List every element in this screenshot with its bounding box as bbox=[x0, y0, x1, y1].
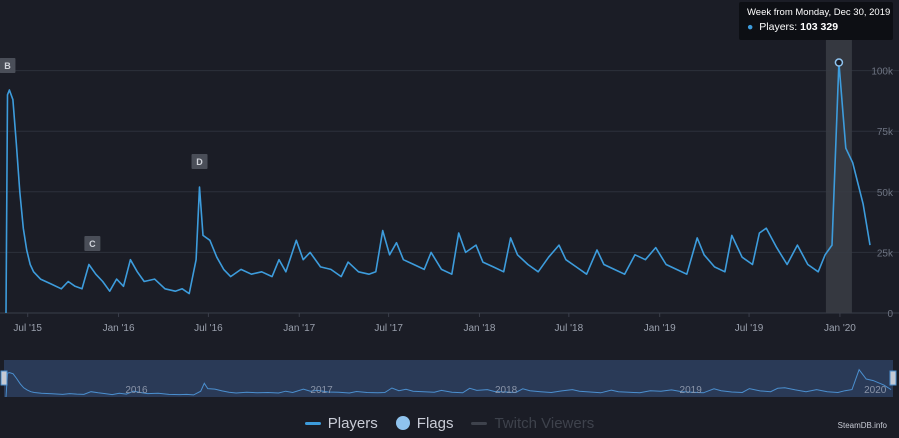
x-tick-label: Jul '17 bbox=[374, 323, 403, 334]
y-tick-label: 100k bbox=[871, 67, 894, 78]
navigator-year-label: 2019 bbox=[680, 385, 703, 396]
y-tick-label: 75k bbox=[877, 127, 894, 138]
flag-label: D bbox=[196, 157, 203, 167]
navigator-year-label: 2020 bbox=[864, 385, 887, 396]
circle-swatch-icon bbox=[395, 416, 410, 430]
legend-item-twitch[interactable]: Twitch Viewers bbox=[471, 415, 594, 432]
navigator-year-labels: 2016 2017 2018 2019 2020 bbox=[125, 385, 886, 396]
tooltip-series-label: Players: bbox=[759, 21, 798, 33]
legend-item-flags[interactable]: Flags bbox=[395, 414, 454, 432]
credit-text: SteamDB.info bbox=[837, 421, 887, 430]
navigator-year-label: 2018 bbox=[495, 385, 518, 396]
series-dot-icon: ● bbox=[747, 21, 754, 33]
range-navigator[interactable]: 2016 2017 2018 2019 2020 bbox=[0, 360, 897, 398]
hover-band bbox=[825, 40, 852, 313]
tooltip-title: Week from Monday, Dec 30, 2019 bbox=[747, 7, 891, 18]
tooltip: Week from Monday, Dec 30, 2019 ● Players… bbox=[739, 2, 893, 40]
x-tick-label: Jan '16 bbox=[103, 323, 135, 334]
x-tick-label: Jul '15 bbox=[13, 323, 42, 334]
tooltip-row: ● Players: 103 329 bbox=[747, 21, 885, 33]
y-tick-label: 50k bbox=[877, 188, 894, 199]
flag-label: C bbox=[89, 239, 96, 249]
flag-box bbox=[191, 154, 208, 169]
y-axis-labels: 0 25k 50k 75k 100k bbox=[871, 67, 894, 320]
flag-box bbox=[0, 58, 16, 73]
hover-point bbox=[834, 58, 844, 67]
x-tick-label: Jan '19 bbox=[644, 323, 676, 334]
legend: Players Flags Twitch Viewers bbox=[0, 411, 899, 435]
legend-label-players: Players bbox=[327, 414, 378, 432]
y-tick-label: 0 bbox=[887, 309, 893, 320]
x-tick-label: Jan '20 bbox=[824, 323, 856, 334]
flag-d: D bbox=[191, 154, 208, 169]
legend-item-players[interactable]: Players bbox=[304, 414, 378, 432]
flag-markers: B C D bbox=[0, 58, 208, 251]
navigator-year-label: 2017 bbox=[310, 385, 333, 396]
navigator-left-handle[interactable] bbox=[0, 370, 8, 386]
y-tick-label: 25k bbox=[877, 248, 894, 259]
x-axis-labels: Jul '15 Jan '16 Jul '16 Jan '17 Jul '17 Jan '… bbox=[13, 313, 856, 334]
navigator-year-label: 2016 bbox=[125, 385, 148, 396]
line-swatch-icon bbox=[304, 421, 321, 425]
legend-label-twitch: Twitch Viewers bbox=[494, 414, 595, 432]
flag-c: C bbox=[84, 236, 101, 251]
grid-lines bbox=[0, 70, 899, 314]
flag-box bbox=[84, 236, 101, 251]
flag-b: B bbox=[0, 58, 16, 73]
line-swatch-icon bbox=[471, 421, 488, 425]
x-tick-label: Jul '16 bbox=[194, 323, 223, 334]
navigator-series-line bbox=[5, 368, 892, 398]
x-tick-label: Jan '18 bbox=[464, 323, 496, 334]
navigator-right-handle[interactable] bbox=[889, 370, 897, 386]
x-tick-label: Jul '19 bbox=[735, 323, 764, 334]
tooltip-value: 103 329 bbox=[800, 21, 839, 33]
legend-label-flags: Flags bbox=[416, 414, 454, 432]
x-tick-label: Jan '17 bbox=[283, 323, 315, 334]
flag-label: B bbox=[4, 61, 11, 71]
players-series-line[interactable] bbox=[5, 61, 871, 314]
x-tick-label: Jul '18 bbox=[555, 323, 584, 334]
